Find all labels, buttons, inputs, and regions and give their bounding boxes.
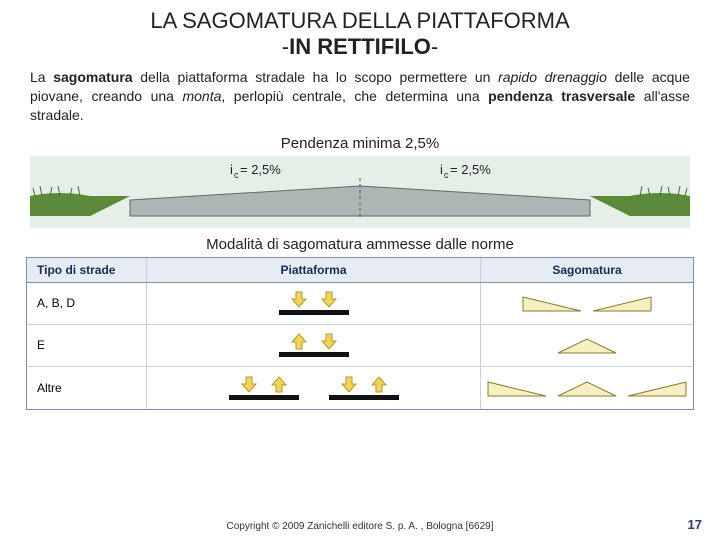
table-header-row: Tipo di strade Piattaforma Sagomatura: [27, 258, 693, 283]
svg-text:c: c: [444, 170, 449, 180]
svg-text:c: c: [234, 170, 239, 180]
p-seg8: pendenza trasversale: [488, 88, 635, 104]
p-seg6: monta: [182, 88, 221, 104]
intro-paragraph: La sagomatura della piattaforma stradale…: [0, 64, 720, 133]
title-block: LA SAGOMATURA DELLA PIATTAFORMA -IN RETT…: [0, 0, 720, 64]
p-seg3: della piattaforma stradale ha lo scopo p…: [133, 69, 498, 85]
table-body: A, B, DEAltre: [27, 283, 693, 409]
sagomatura-table: Tipo di strade Piattaforma Sagomatura A,…: [26, 257, 694, 410]
svg-text:= 2,5%: = 2,5%: [450, 162, 491, 177]
td-wedges: [481, 367, 693, 409]
title-prefix: -: [282, 34, 289, 59]
td-wedges: [481, 325, 693, 366]
td-platform: [147, 367, 481, 409]
td-label: Altre: [27, 367, 147, 409]
th-sagomatura: Sagomatura: [481, 258, 693, 282]
td-label: A, B, D: [27, 283, 147, 324]
table-row: A, B, D: [27, 283, 693, 325]
p-seg2: sagomatura: [53, 69, 132, 85]
p-seg1: La: [30, 69, 53, 85]
caption-pendenza: Pendenza minima 2,5%: [0, 133, 720, 154]
page-number: 17: [688, 517, 702, 532]
td-platform: [147, 325, 481, 366]
td-label: E: [27, 325, 147, 366]
copyright-text: Copyright © 2009 Zanichelli editore S. p…: [0, 521, 720, 532]
svg-text:i: i: [440, 162, 443, 177]
title-suffix: -: [431, 34, 438, 59]
p-seg4: rapido drenaggio: [498, 69, 607, 85]
cross-section-figure: i c = 2,5% i c = 2,5%: [30, 156, 690, 228]
title-line-1: LA SAGOMATURA DELLA PIATTAFORMA: [40, 8, 680, 34]
th-tipo: Tipo di strade: [27, 258, 147, 282]
table-row: E: [27, 325, 693, 367]
td-platform: [147, 283, 481, 324]
table-row: Altre: [27, 367, 693, 409]
svg-text:= 2,5%: = 2,5%: [240, 162, 281, 177]
caption-modalita: Modalità di sagomatura ammesse dalle nor…: [0, 234, 720, 255]
th-piattaforma: Piattaforma: [147, 258, 481, 282]
p-seg7: , perlopiù centrale, che determina una: [221, 88, 488, 104]
title-bold: IN RETTIFILO: [289, 34, 431, 59]
svg-text:i: i: [230, 162, 233, 177]
title-line-2: -IN RETTIFILO-: [40, 34, 680, 60]
td-wedges: [481, 283, 693, 324]
